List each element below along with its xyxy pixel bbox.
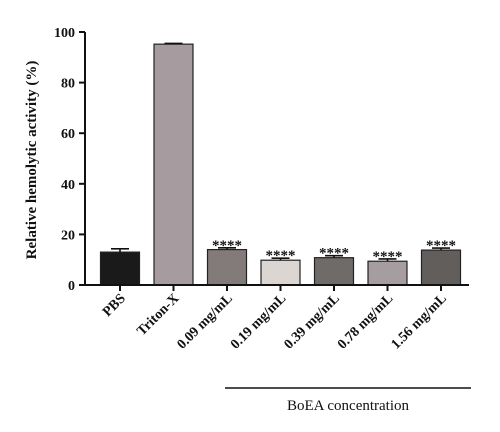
group-label: BoEA concentration	[287, 398, 410, 414]
bar	[313, 257, 355, 286]
x-tick-label: 0.19 mg/mL	[228, 291, 289, 352]
y-tick-label: 80	[61, 77, 75, 92]
y-axis: 0 20 40 60 80 100	[54, 26, 86, 294]
significance-label: ****	[426, 238, 456, 254]
y-axis-title: Relative hemolytic activity (%)	[24, 61, 40, 260]
bar	[260, 259, 301, 286]
y-tick-label: 60	[61, 127, 75, 142]
y-tick-label: 100	[54, 26, 75, 41]
y-tick-label: 0	[68, 279, 75, 294]
y-tick-label: 20	[61, 228, 75, 243]
bar	[420, 249, 462, 286]
x-tick-label: 1.56 mg/mL	[389, 291, 450, 352]
x-tick-label: Triton-X	[135, 291, 183, 339]
significance-label: ****	[373, 249, 403, 265]
significance-label: ****	[319, 246, 349, 262]
x-axis: PBS Triton-X0.09 mg/mL0.19 mg/mL0.39 mg/m…	[85, 284, 469, 352]
bar	[206, 248, 248, 286]
bar	[99, 251, 141, 286]
significance-label: ****	[212, 238, 242, 254]
y-tick-label: 40	[61, 178, 75, 193]
bar	[153, 43, 194, 286]
x-tick-label: 0.78 mg/mL	[335, 291, 396, 352]
x-tick-label: PBS	[100, 291, 129, 320]
x-tick-label: 0.39 mg/mL	[282, 291, 343, 352]
x-tick-label: 0.09 mg/mL	[175, 291, 236, 352]
bars: **** **** **** **** ****	[99, 42, 462, 286]
significance-label: ****	[266, 248, 296, 264]
